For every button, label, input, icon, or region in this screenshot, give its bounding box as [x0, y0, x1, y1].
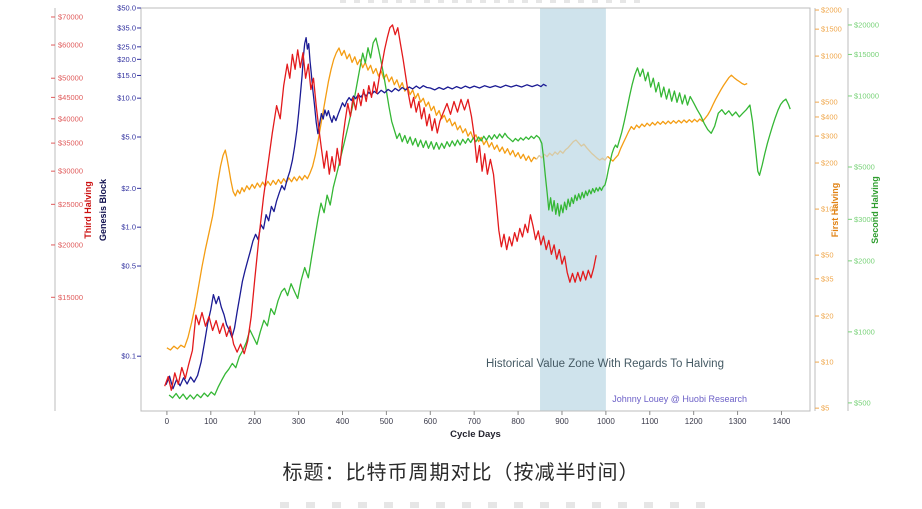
- plot-frame: [140, 7, 811, 412]
- svg-text:300: 300: [292, 417, 306, 426]
- svg-text:$100: $100: [821, 205, 838, 214]
- svg-text:$50000: $50000: [58, 74, 83, 83]
- svg-text:1200: 1200: [685, 417, 703, 426]
- svg-text:$1000: $1000: [821, 52, 842, 61]
- svg-text:$35: $35: [821, 274, 834, 283]
- svg-text:$25000: $25000: [58, 200, 83, 209]
- series-first-halving: [166, 47, 748, 351]
- svg-text:700: 700: [468, 417, 482, 426]
- svg-text:$5.0: $5.0: [121, 133, 136, 142]
- cropped-text-remnant: [280, 502, 710, 508]
- historical-value-zone-band: [540, 8, 606, 411]
- svg-text:$2.0: $2.0: [121, 184, 136, 193]
- axis-genesis-block: $50.0 $35.0 $25.0 $20.0 $15.0 $10.0 $5.0 $2.0 $1…: [98, 4, 142, 411]
- svg-text:$35000: $35000: [58, 139, 83, 148]
- svg-text:1300: 1300: [729, 417, 747, 426]
- svg-text:First Halving: First Halving: [830, 183, 840, 238]
- svg-text:Second Halving: Second Halving: [870, 176, 880, 244]
- annotation-1: Johnny Louey @ Huobi Research: [612, 394, 747, 404]
- svg-text:$60000: $60000: [58, 41, 83, 50]
- svg-text:600: 600: [424, 417, 438, 426]
- svg-text:$15.0: $15.0: [117, 71, 136, 80]
- svg-text:$10.0: $10.0: [117, 94, 136, 103]
- svg-text:900: 900: [555, 417, 569, 426]
- axis-third-halving: $70000 $60000 $50000 $45000 $40000 $35000 $300…: [51, 8, 93, 411]
- svg-text:$70000: $70000: [58, 12, 83, 21]
- series-third-halving: [164, 24, 597, 391]
- bitcoin-cycle-chart: $70000$60000$50000$45000$40000$35000$300…: [51, 4, 880, 440]
- svg-text:$2000: $2000: [854, 256, 875, 265]
- svg-text:$0.1: $0.1: [121, 352, 136, 361]
- svg-text:500: 500: [380, 417, 394, 426]
- svg-text:$500: $500: [821, 98, 838, 107]
- axis-second-halving: $20000 $15000 $10000 $5000 $3000 $2000 $1000 $5…: [847, 8, 880, 411]
- svg-text:Genesis Block: Genesis Block: [98, 178, 108, 241]
- svg-text:$45000: $45000: [58, 93, 83, 102]
- svg-text:$400: $400: [821, 112, 838, 121]
- svg-text:$2000: $2000: [821, 6, 842, 15]
- svg-text:800: 800: [511, 417, 525, 426]
- svg-text:$0.5: $0.5: [121, 262, 136, 271]
- svg-text:$20000: $20000: [854, 20, 879, 29]
- svg-text:0: 0: [165, 417, 170, 426]
- annotation-0: Historical Value Zone With Regards To Ha…: [486, 358, 724, 370]
- svg-text:400: 400: [336, 417, 350, 426]
- svg-text:1100: 1100: [641, 417, 659, 426]
- svg-text:$300: $300: [821, 132, 838, 141]
- svg-text:$15000: $15000: [854, 50, 879, 59]
- svg-text:$50.0: $50.0: [117, 4, 136, 13]
- svg-text:$1.0: $1.0: [121, 223, 136, 232]
- svg-text:$1500: $1500: [821, 25, 842, 34]
- svg-text:$5: $5: [821, 404, 829, 413]
- x-axis-title: Cycle Days: [450, 429, 501, 440]
- svg-text:$30000: $30000: [58, 167, 83, 176]
- series-second-halving: [168, 37, 791, 400]
- svg-text:$200: $200: [821, 159, 838, 168]
- svg-text:1400: 1400: [773, 417, 791, 426]
- svg-text:$40000: $40000: [58, 114, 83, 123]
- figure-caption: 标题：比特币周期对比（按减半时间）: [282, 462, 640, 484]
- svg-text:$50: $50: [821, 251, 834, 260]
- svg-text:$25.0: $25.0: [117, 42, 136, 51]
- svg-text:Third Halving: Third Halving: [83, 181, 93, 239]
- svg-text:$15000: $15000: [58, 293, 83, 302]
- svg-text:$5000: $5000: [854, 162, 875, 171]
- axis-cycle-days: 0 100 200 300 400 500 600 700 800 900 1000 1100 1200…: [165, 411, 791, 440]
- svg-text:$3000: $3000: [854, 215, 875, 224]
- svg-text:$20: $20: [821, 312, 834, 321]
- svg-text:$1000: $1000: [854, 327, 875, 336]
- svg-text:$10: $10: [821, 358, 834, 367]
- svg-text:$500: $500: [854, 398, 871, 407]
- svg-text:$20.0: $20.0: [117, 55, 136, 64]
- axis-first-halving: $2000 $1500 $1000 $500 $400 $300 $200 $100 $50 $3…: [814, 6, 842, 413]
- cropped-title-remnant: [340, 0, 640, 3]
- svg-text:$10000: $10000: [854, 91, 879, 100]
- svg-text:100: 100: [204, 417, 218, 426]
- svg-text:$35.0: $35.0: [117, 23, 136, 32]
- svg-text:200: 200: [248, 417, 262, 426]
- svg-text:1000: 1000: [597, 417, 615, 426]
- svg-text:$20000: $20000: [58, 240, 83, 249]
